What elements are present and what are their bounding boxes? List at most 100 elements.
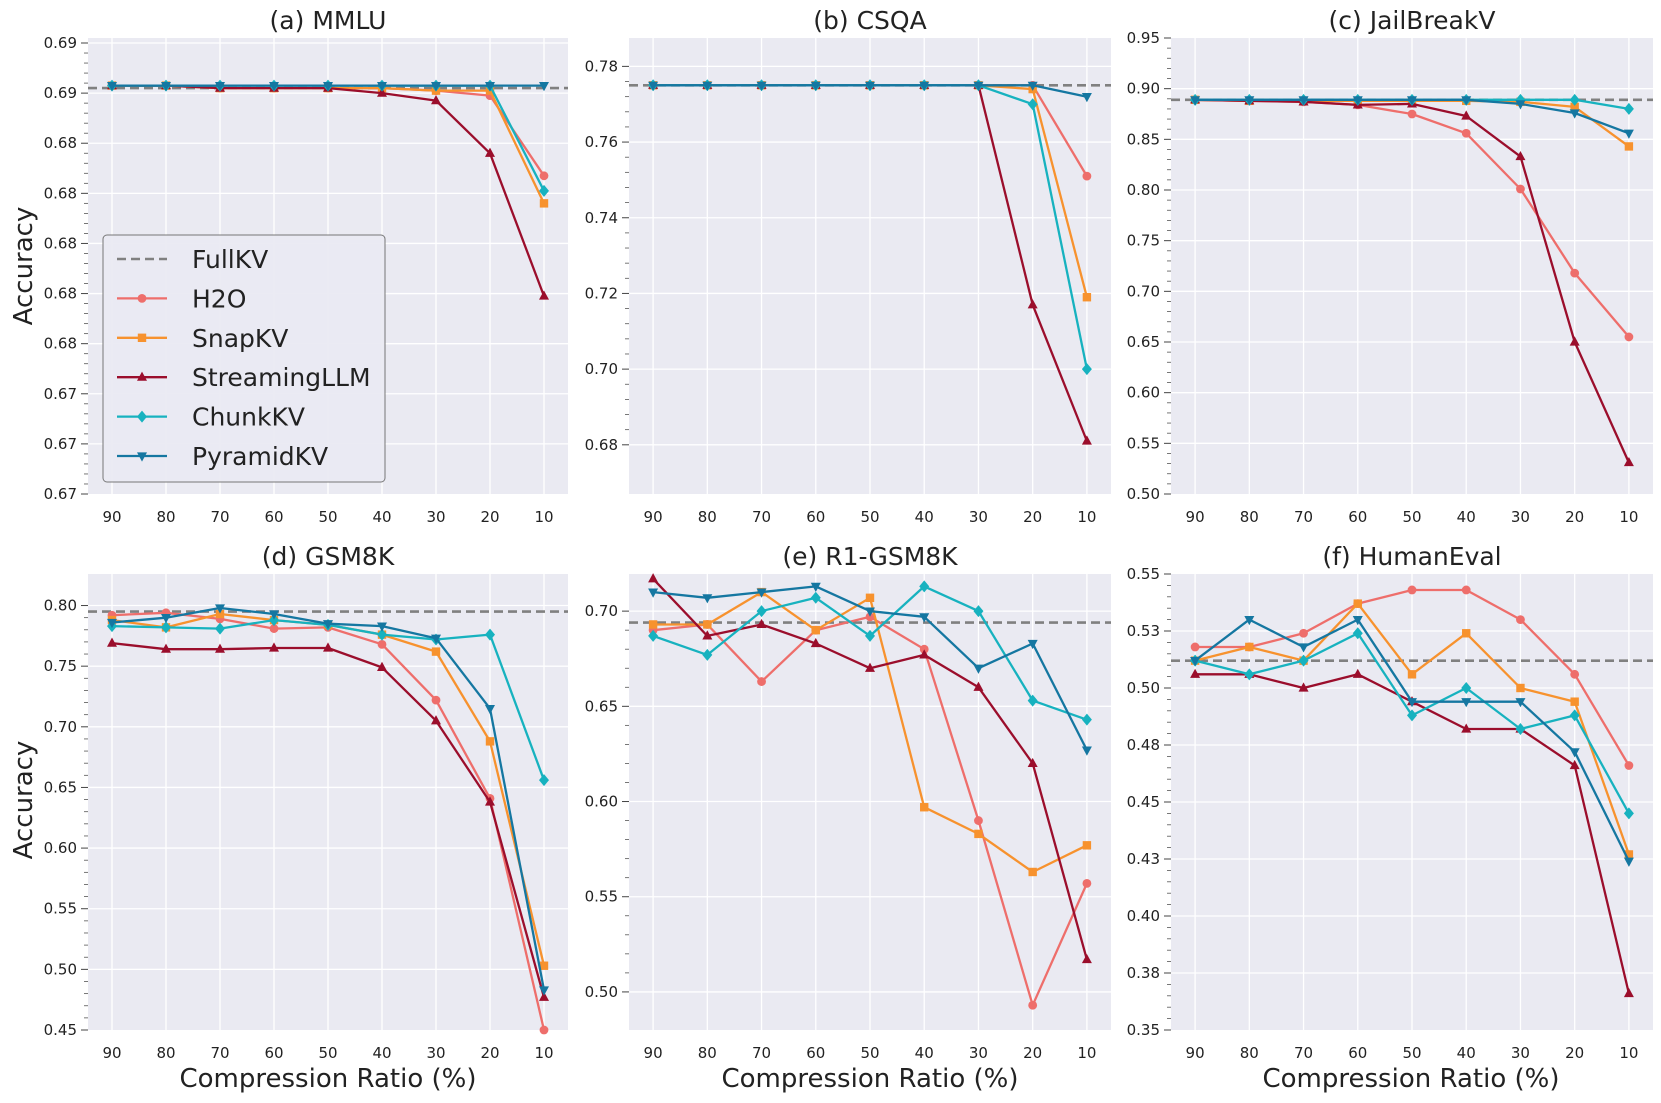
data-point — [1407, 109, 1417, 119]
x-tick-label: 20 — [480, 508, 499, 526]
x-tick-label: 30 — [426, 1044, 445, 1062]
x-tick-label: 10 — [534, 1044, 553, 1062]
data-point — [1516, 683, 1525, 693]
data-point — [1569, 93, 1580, 106]
data-point — [431, 82, 441, 92]
data-point — [215, 609, 225, 619]
y-tick-label: 0.70 — [585, 602, 618, 620]
data-point — [1027, 98, 1038, 111]
x-tick-label: 20 — [1023, 1044, 1042, 1062]
y-tick-label: 0.35 — [1127, 1021, 1160, 1039]
data-point — [1624, 761, 1634, 770]
legend-marker — [137, 294, 147, 303]
data-point — [1516, 184, 1525, 194]
data-point — [973, 81, 984, 91]
panel-d: 0.45 0.50 0.55 0.60 0.65 0.70 0.75 0.80 90 80 70 60… — [44, 542, 568, 1062]
data-point — [485, 82, 495, 92]
x-tick-label: 70 — [210, 1044, 229, 1062]
data-point — [269, 82, 279, 92]
x-tick-label: 40 — [915, 1044, 934, 1062]
legend-label: H2O — [192, 284, 246, 313]
y-tick-label: 0.67 — [44, 485, 77, 503]
data-point — [1515, 723, 1526, 736]
data-point — [1461, 110, 1472, 120]
x-tick-label: 40 — [1457, 508, 1476, 526]
data-point — [1623, 129, 1634, 139]
data-point — [865, 629, 875, 642]
data-point — [1081, 746, 1092, 756]
data-point — [1462, 629, 1471, 638]
data-point — [161, 614, 171, 624]
y-tick-label: 0.75 — [1127, 232, 1160, 250]
y-tick-label: 0.70 — [1127, 282, 1160, 300]
data-point — [756, 618, 767, 629]
x-tick-label: 50 — [860, 508, 879, 526]
series-pyramidkv — [648, 81, 1092, 103]
data-point — [865, 81, 875, 91]
data-point — [1623, 987, 1634, 998]
data-point — [648, 81, 659, 91]
data-point — [1190, 96, 1201, 106]
data-point — [1570, 697, 1579, 706]
x-axis-label-e: Compression Ratio (%) — [722, 1064, 1019, 1094]
data-point — [1081, 363, 1092, 376]
data-point — [1407, 709, 1417, 722]
y-tick-label: 0.43 — [1127, 850, 1160, 868]
data-point — [269, 624, 279, 633]
panel-f: 0.35 0.38 0.40 0.43 0.45 0.48 0.50 0.53 0.55 90 80… — [1127, 542, 1653, 1062]
data-point — [539, 991, 549, 1001]
data-point — [107, 618, 117, 629]
y-tick-label: 0.75 — [44, 657, 77, 675]
x-tick-label: 60 — [264, 508, 283, 526]
data-point — [269, 610, 279, 620]
data-point — [865, 612, 875, 622]
data-point — [539, 986, 549, 996]
legend-label: StreamingLLM — [192, 363, 371, 392]
y-tick-label: 0.67 — [44, 435, 77, 453]
panels-layer: 0.67 0.67 0.67 0.68 0.68 0.68 0.68 0.68 0.69 0.69… — [44, 6, 1653, 1062]
data-point — [702, 81, 713, 91]
data-point — [702, 594, 713, 604]
x-axis-label-d: Compression Ratio (%) — [180, 1064, 477, 1094]
series-snapkv — [648, 587, 1092, 877]
data-point — [539, 774, 549, 787]
y-axis-label-top: Accuracy — [9, 207, 39, 326]
legend-entry-streamingllm: StreamingLLM — [117, 363, 371, 392]
y-tick-label: 0.68 — [44, 285, 77, 303]
y-tick-label: 0.60 — [585, 793, 618, 811]
data-point — [973, 605, 984, 618]
data-point — [107, 82, 117, 92]
data-point — [1515, 698, 1526, 708]
x-tick-label: 90 — [644, 1044, 663, 1062]
y-tick-label: 0.48 — [1127, 736, 1160, 754]
data-point — [973, 664, 984, 674]
y-tick-label: 0.69 — [44, 34, 77, 52]
x-tick-label: 90 — [644, 508, 663, 526]
y-tick-label: 0.70 — [44, 718, 77, 736]
data-point — [1082, 171, 1092, 181]
x-tick-label: 40 — [372, 1044, 391, 1062]
y-tick-label: 0.68 — [44, 134, 77, 152]
data-point — [811, 625, 820, 635]
data-point — [1352, 616, 1363, 626]
y-tick-label: 0.60 — [1127, 384, 1160, 402]
data-point — [1027, 299, 1038, 309]
data-point — [1461, 585, 1471, 595]
legend: FullKV H2O SnapKV StreamingLLM ChunkKV Pyrami… — [102, 234, 386, 483]
panel-title-a: (a) MMLU — [270, 6, 387, 35]
y-tick-label: 0.69 — [44, 84, 77, 102]
data-point — [485, 796, 495, 806]
data-point — [323, 642, 333, 652]
data-point — [539, 961, 549, 970]
y-tick-label: 0.55 — [1127, 565, 1160, 583]
y-tick-label: 0.45 — [1127, 793, 1160, 811]
x-tick-label: 30 — [969, 508, 988, 526]
x-tick-label: 10 — [1619, 508, 1638, 526]
data-point — [1461, 682, 1472, 694]
data-point — [539, 184, 549, 197]
data-point — [1461, 96, 1472, 106]
panel-title-d: (d) GSM8K — [262, 542, 395, 571]
data-point — [1027, 639, 1038, 650]
data-point — [810, 637, 821, 648]
x-tick-label: 60 — [806, 1044, 825, 1062]
